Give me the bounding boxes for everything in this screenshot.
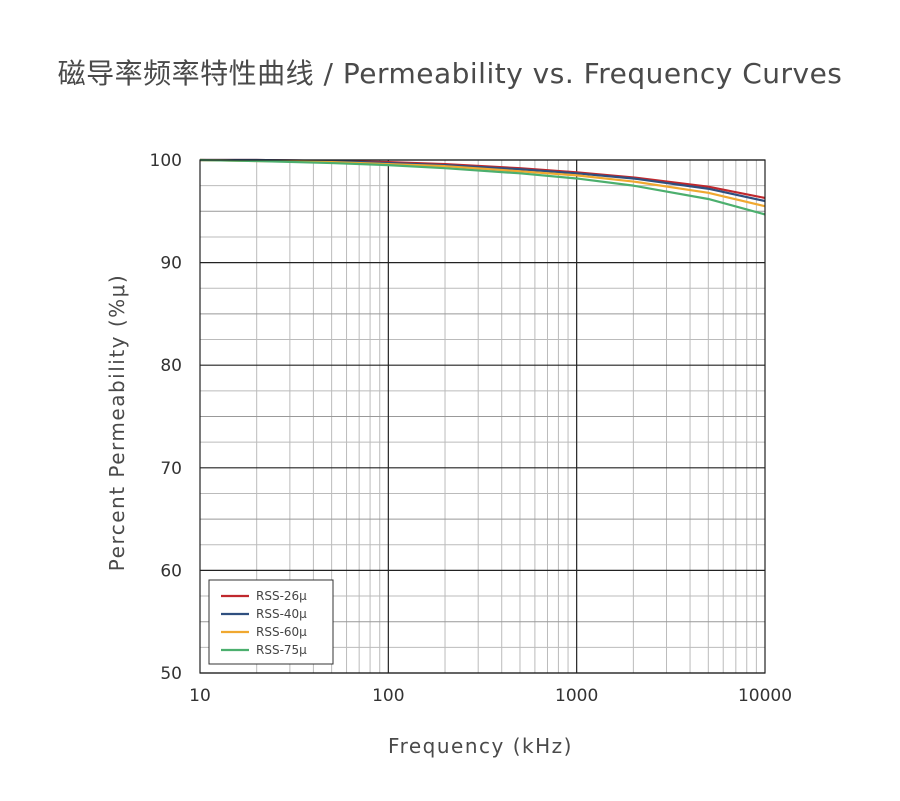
legend-label: RSS-75μ (256, 643, 307, 657)
y-tick-label: 90 (160, 254, 182, 274)
y-tick-label: 70 (160, 459, 182, 479)
x-tick-label: 1000 (555, 686, 598, 706)
grid-minor (200, 160, 765, 673)
y-axis-label: Percent Permeability (%μ) (105, 274, 129, 571)
chart-title: 磁导率频率特性曲线 / Permeability vs. Frequency C… (57, 57, 843, 90)
series-line-RSS-26μ (200, 158, 766, 200)
legend-label: RSS-40μ (256, 607, 307, 621)
legend-label: RSS-26μ (256, 589, 307, 603)
series-lines (199, 158, 766, 216)
legend: RSS-26μ RSS-40μ RSS-60μ RSS-75μ (208, 579, 334, 665)
x-tick-label: 10 (189, 686, 211, 706)
y-tick-label: 60 (160, 561, 182, 581)
y-tick-labels: 100 90 80 70 60 50 (150, 151, 182, 684)
x-axis-label: Frequency (kHz) (388, 734, 573, 758)
x-tick-labels: 10 100 1000 10000 (189, 686, 792, 706)
legend-label: RSS-60μ (256, 625, 307, 639)
y-tick-label: 50 (160, 664, 182, 684)
x-tick-label: 100 (372, 686, 404, 706)
y-tick-label: 80 (160, 356, 182, 376)
x-tick-label: 10000 (738, 686, 792, 706)
y-tick-label: 100 (150, 151, 182, 171)
series-line-RSS-75μ (199, 158, 766, 216)
plot-frame (199, 159, 766, 674)
